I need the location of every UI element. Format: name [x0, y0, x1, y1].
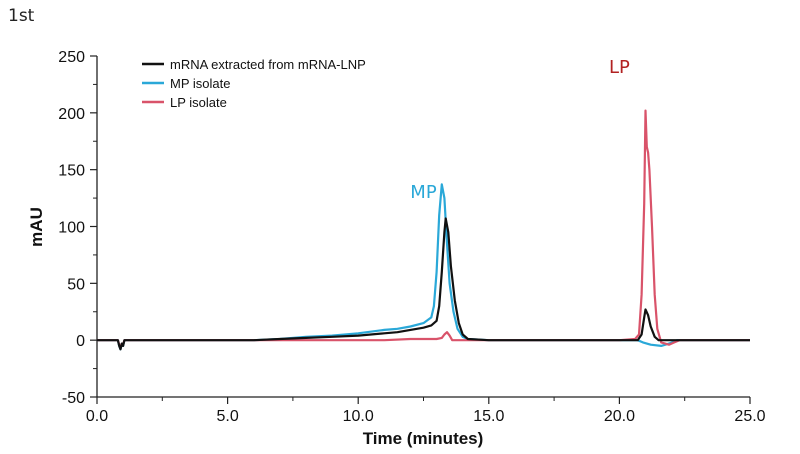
legend-label: mRNA extracted from mRNA-LNP [170, 57, 366, 72]
series-line-mrna-extracted-from-mrna-lnp [97, 217, 750, 351]
peak-label-lp: LP [609, 57, 630, 78]
y-tick-label: 0 [76, 333, 85, 350]
x-axis-title: Time (minutes) [363, 429, 484, 448]
x-tick-label: 15.0 [473, 408, 504, 425]
y-tick-label: 200 [58, 106, 85, 123]
x-tick-label: 10.0 [343, 408, 374, 425]
legend-label: MP isolate [170, 76, 230, 91]
x-tick-label: 20.0 [604, 408, 635, 425]
y-tick-label: 100 [58, 220, 85, 237]
y-tick-label: 250 [58, 49, 85, 66]
series-line-lp-isolate [97, 109, 750, 350]
peak-label-mp: MP [410, 182, 437, 203]
y-axis-title: mAU [27, 207, 46, 247]
x-tick-label: 5.0 [216, 408, 238, 425]
x-tick-label: 0.0 [86, 408, 108, 425]
legend-label: LP isolate [170, 95, 227, 110]
peak-annotations: MP LP [410, 57, 630, 203]
series-lines [97, 109, 750, 351]
y-tick-label: 50 [67, 276, 85, 293]
axis-ticks: 0.0 5.0 10.0 15.0 20.0 25.0 -50 0 50 100 150 200 250 [58, 49, 765, 425]
y-tick-label: 150 [58, 163, 85, 180]
legend: mRNA extracted from mRNA-LNP MP isolate LP… [142, 57, 366, 110]
y-tick-label: -50 [62, 390, 85, 407]
x-tick-label: 25.0 [734, 408, 765, 425]
panel-label: 1st [8, 6, 35, 26]
